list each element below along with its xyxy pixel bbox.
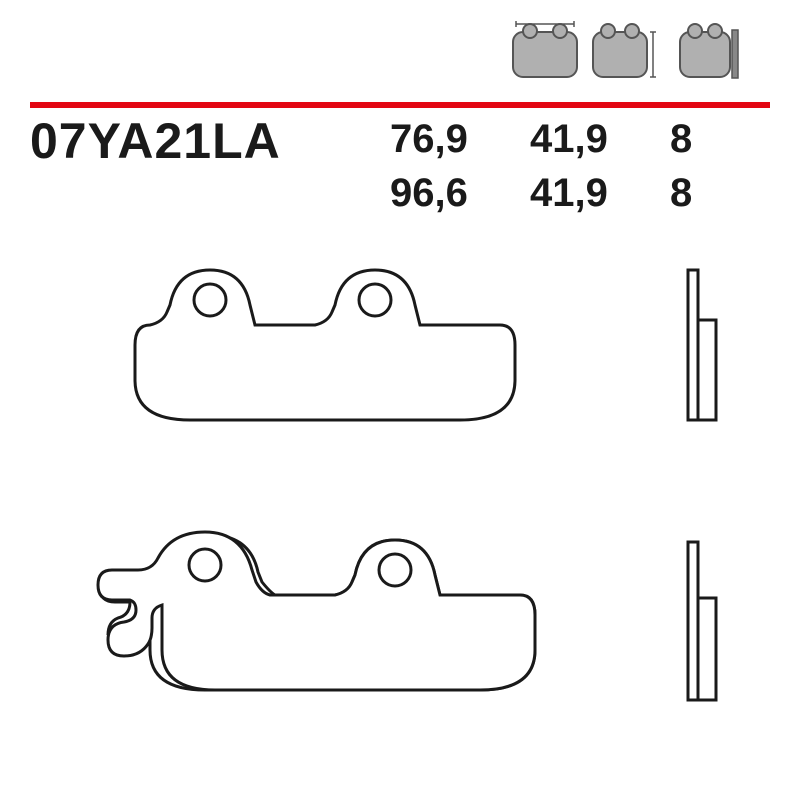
part-number: 07YA21LA: [30, 112, 281, 170]
height-icon: [590, 20, 660, 80]
dims-row-2: 96,6 41,9 8: [390, 166, 760, 220]
side-profile-top: [670, 250, 730, 430]
dim-height-1: 41,9: [530, 112, 620, 166]
dim-width-1: 76,9: [390, 112, 480, 166]
width-icon: [510, 20, 580, 80]
dims-row-1: 76,9 41,9 8: [390, 112, 760, 166]
dimensions: 76,9 41,9 8 96,6 41,9 8: [390, 112, 760, 220]
legend-icons: [510, 20, 740, 80]
dim-thickness-1: 8: [670, 112, 760, 166]
dim-height-2: 41,9: [530, 166, 620, 220]
thickness-icon: [670, 20, 740, 80]
dim-width-2: 96,6: [390, 166, 480, 220]
divider-line: [30, 95, 770, 101]
brake-pad-bottom: [90, 510, 560, 710]
brake-pad-top: [110, 250, 540, 430]
side-profile-bottom: [670, 520, 730, 710]
dim-thickness-2: 8: [670, 166, 760, 220]
diagram-area: [30, 230, 770, 770]
